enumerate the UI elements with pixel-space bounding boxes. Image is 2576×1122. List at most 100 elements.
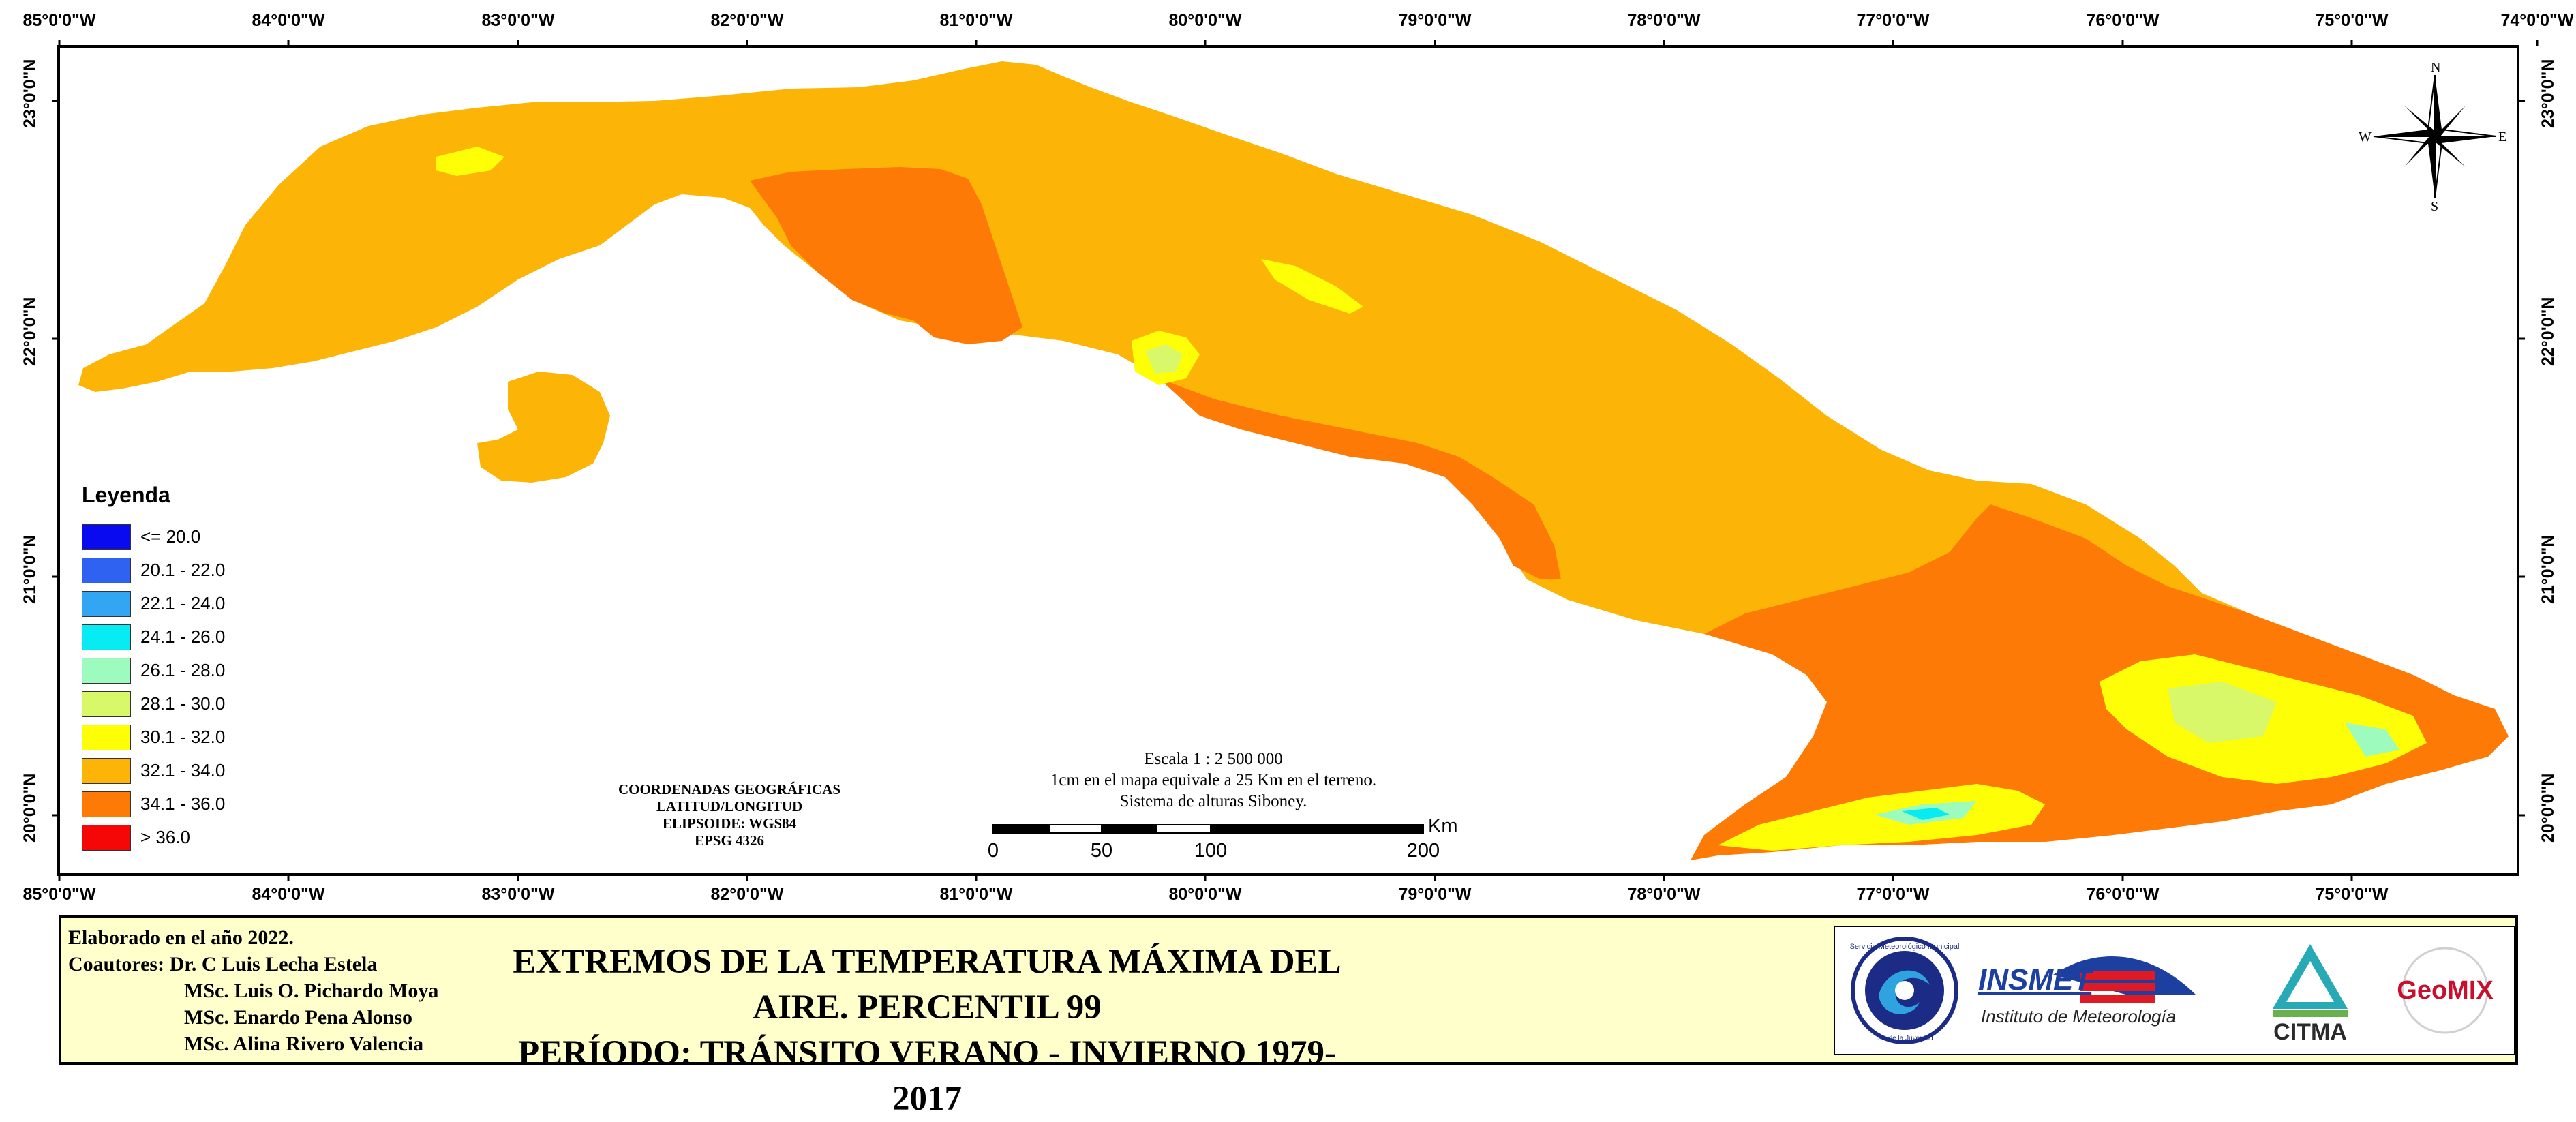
- legend-item: 28.1 - 30.0: [82, 687, 225, 721]
- legend-item: 20.1 - 22.0: [82, 554, 225, 587]
- legend-item: > 36.0: [82, 821, 225, 854]
- insmet-logo-subtext: Instituto de Meteorología: [1981, 1006, 2176, 1027]
- compass-w-label: W: [2359, 130, 2372, 145]
- credit-author-1: Coautores: Dr. C Luis Lecha Estela: [68, 953, 378, 975]
- compass-e-label: E: [2498, 130, 2507, 145]
- geomix-logo: GeoMIX: [2397, 947, 2494, 1034]
- compass-n-label: N: [2431, 60, 2441, 75]
- bottom-lon-label: 83°0'0"W: [481, 885, 555, 904]
- legend-swatch: [82, 590, 131, 617]
- north-arrow-icon: [2373, 74, 2497, 198]
- credit-author-3: MSc. Enardo Pena Alonso: [184, 1006, 413, 1029]
- legend-item: 22.1 - 24.0: [82, 587, 225, 620]
- legend-label: 22.1 - 24.0: [140, 593, 226, 613]
- scale-tick-50: 50: [1090, 840, 1113, 862]
- scale-tick-100: 100: [1194, 840, 1228, 862]
- top-lon-label: 75°0'0"W: [2315, 11, 2389, 30]
- legend-label: 20.1 - 22.0: [140, 560, 226, 580]
- scale-tick-200: 200: [1406, 840, 1440, 862]
- top-lon-label: 82°0'0"W: [710, 11, 784, 30]
- legend-swatch: [82, 724, 131, 750]
- scale-line2: 1cm en el mapa equivale a 25 Km en el te…: [1050, 771, 1377, 789]
- top-lon-label: 84°0'0"W: [252, 11, 325, 30]
- bottom-lon-label: 80°0'0"W: [1168, 885, 1242, 904]
- zone-34-36-zapata: [750, 167, 1022, 344]
- legend-swatch: [82, 524, 131, 550]
- credit-year: Elaborado en el año 2022.: [68, 926, 294, 949]
- smm-logo-subtext: Isla de la Juventud: [1876, 1035, 1933, 1042]
- info-panel: Elaborado en el año 2022. Coautores: Dr.…: [59, 915, 2518, 1118]
- bottom-lon-label: 81°0'0"W: [939, 885, 1013, 904]
- credits: Elaborado en el año 2022. Coautores: Dr.…: [68, 924, 438, 1057]
- top-lon-label: 85°0'0"W: [22, 11, 96, 30]
- top-lon-label: 78°0'0"W: [1627, 11, 1701, 30]
- lat-label-right: 21°0'0"N: [2539, 534, 2558, 604]
- legend-swatch: [82, 824, 131, 851]
- bottom-lon-label: 76°0'0"W: [2086, 885, 2160, 904]
- legend-label: 30.1 - 32.0: [140, 727, 226, 747]
- citma-logo-text: CITMA: [2273, 1019, 2347, 1045]
- coordinate-system-note: COORDENADAS GEOGRÁFICAS LATITUD/LONGITUD…: [593, 781, 866, 849]
- legend-swatch: [82, 791, 131, 817]
- scale-unit: Km: [1428, 815, 1458, 837]
- legend-label: > 36.0: [140, 827, 191, 847]
- lat-label-left: 23°0'0"N: [20, 59, 40, 128]
- legend-item: 26.1 - 28.0: [82, 654, 225, 687]
- legend: Leyenda <= 20.0 20.1 - 22.0 22.1 - 24.0 24.…: [82, 483, 225, 854]
- legend-swatch: [82, 657, 131, 684]
- smm-logo: Servicio Meteorológico Municipal Isla de…: [1850, 937, 1959, 1044]
- top-lon-label: 80°0'0"W: [1168, 11, 1242, 30]
- isla-de-la-juventud: [477, 372, 610, 483]
- graticule-ticks: [52, 40, 2539, 881]
- legend-swatch: [82, 557, 131, 583]
- compass-s-label: S: [2431, 199, 2439, 214]
- legend-label: <= 20.0: [140, 526, 201, 547]
- bottom-lon-label: 75°0'0"W: [2315, 885, 2389, 904]
- coord-note-line2: LATITUD/LONGITUD: [656, 798, 803, 815]
- zone-28-30-east: [2168, 682, 2277, 743]
- bottom-lon-label: 78°0'0"W: [1627, 885, 1701, 904]
- top-lon-label: 74°0'0"W: [2500, 11, 2574, 30]
- coord-note-line4: EPSG 4326: [694, 832, 765, 849]
- bottom-lon-label: 85°0'0"W: [22, 885, 96, 904]
- legend-label: 34.1 - 36.0: [140, 793, 226, 814]
- coord-note-line3: ELIPSOIDE: WGS84: [662, 815, 797, 832]
- citma-logo: CITMA: [2273, 944, 2348, 1045]
- insmet-logo-text: INSMET: [1978, 963, 2093, 997]
- zone-30-32-sierra-maestra: [1718, 784, 2045, 851]
- map-title-line1: EXTREMOS DE LA TEMPERATURA MÁXIMA DEL AI…: [513, 943, 1342, 1027]
- scale-line1: Escala 1 : 2 500 000: [1144, 750, 1283, 768]
- legend-item: 24.1 - 26.0: [82, 620, 225, 654]
- legend-swatch: [82, 624, 131, 650]
- bottom-lon-label: 79°0'0"W: [1398, 885, 1472, 904]
- bottom-lon-label: 84°0'0"W: [252, 885, 325, 904]
- map-title: EXTREMOS DE LA TEMPERATURA MÁXIMA DEL AI…: [484, 939, 1370, 1122]
- coord-note-line1: COORDENADAS GEOGRÁFICAS: [618, 781, 841, 798]
- lat-label-left: 21°0'0"N: [20, 534, 40, 604]
- logos-box: Servicio Meteorológico Municipal Isla de…: [1834, 926, 2515, 1055]
- lat-label-right: 20°0'0"N: [2539, 773, 2558, 843]
- top-lon-label: 83°0'0"W: [481, 11, 555, 30]
- zone-30-32-central: [1261, 259, 1363, 314]
- legend-item: 30.1 - 32.0: [82, 721, 225, 754]
- scale-text: Escala 1 : 2 500 000 1cm en el mapa equi…: [954, 748, 1472, 812]
- zone-26-28-baracoa: [2345, 723, 2399, 757]
- geomix-logo-text: GeoMIX: [2397, 976, 2494, 1005]
- top-lon-label: 77°0'0"W: [1856, 11, 1930, 30]
- legend-swatch: [82, 757, 131, 784]
- lat-label-left: 20°0'0"N: [20, 773, 40, 843]
- scale-bar: [992, 824, 1424, 834]
- lat-label-left: 22°0'0"N: [20, 297, 40, 366]
- bottom-lon-label: 82°0'0"W: [710, 885, 784, 904]
- insmet-logo: INSMET Instituto de Meteorología: [1978, 956, 2196, 1027]
- credit-author-4: MSc. Alina Rivero Valencia: [184, 1033, 424, 1055]
- zone-28-30-escambray: [1145, 344, 1183, 374]
- legend-item: 32.1 - 34.0: [82, 754, 225, 787]
- legend-item: <= 20.0: [82, 520, 225, 554]
- legend-swatch: [82, 691, 131, 717]
- top-lon-label: 76°0'0"W: [2086, 11, 2160, 30]
- legend-label: 32.1 - 34.0: [140, 760, 226, 780]
- credit-author-2: MSc. Luis O. Pichardo Moya: [184, 980, 439, 1002]
- legend-item: 34.1 - 36.0: [82, 787, 225, 821]
- legend-label: 28.1 - 30.0: [140, 693, 226, 714]
